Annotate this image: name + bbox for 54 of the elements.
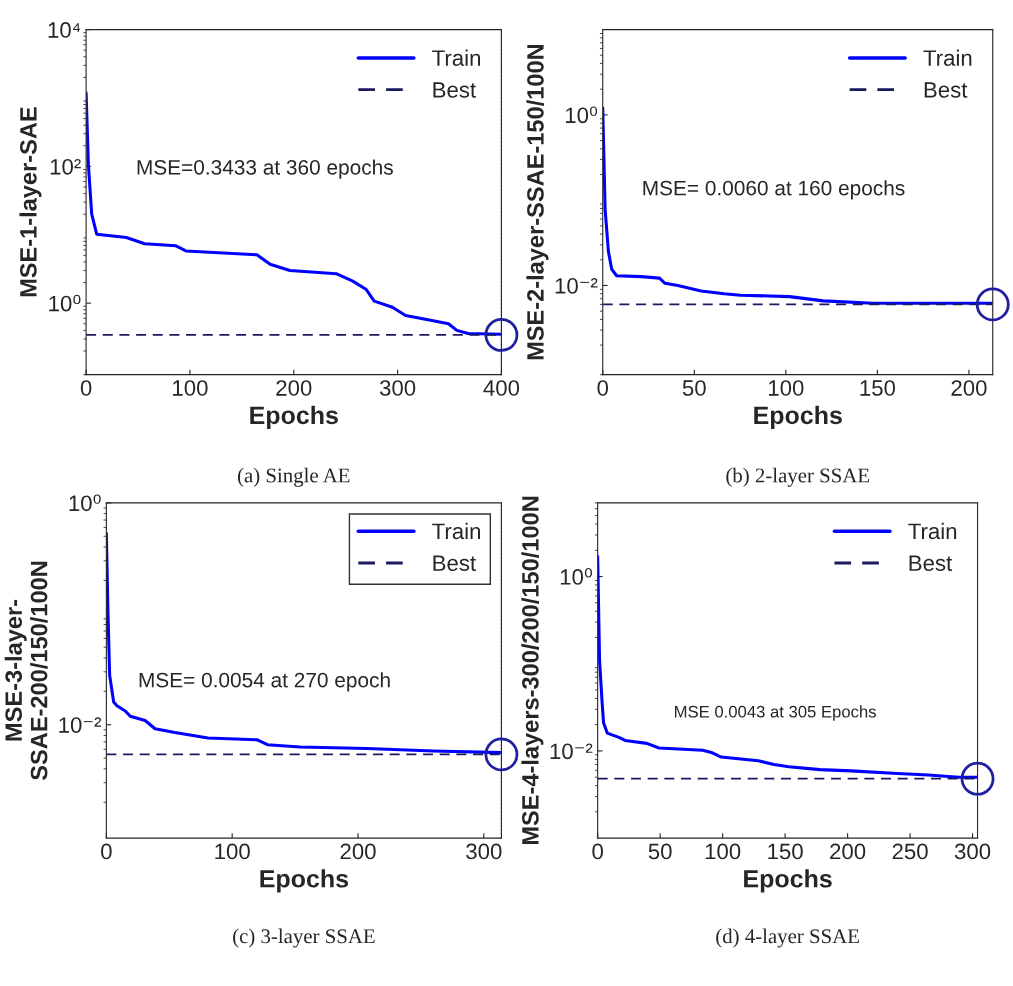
x-tick-label: 50 — [682, 380, 706, 396]
legend-label: Best — [909, 555, 953, 572]
text: (d) 4-layer SSAE — [716, 928, 859, 948]
y-tick-label: 10⁰ — [560, 568, 593, 585]
x-tick-label: 0 — [80, 380, 92, 396]
legend-label: Best — [433, 82, 476, 98]
annotation: MSE= 0.0054 at 270 epoch — [139, 672, 390, 692]
y-tick-label: 10⁻² — [550, 743, 593, 760]
legend-label: Best — [924, 82, 968, 98]
x-tick-label: 100 — [173, 380, 208, 396]
x-tick-label: 400 — [483, 380, 520, 396]
y-tick-label: 10⁻² — [555, 278, 598, 294]
x-tick-label: 100 — [768, 380, 804, 396]
y-tick-label: 10⁻² — [59, 717, 102, 733]
legend-label: Best — [433, 555, 476, 572]
y-tick-label: 10⁰ — [565, 106, 598, 124]
x-tick-label: 300 — [379, 380, 416, 396]
y-axis-title: MSE-3-layer- SSAE-200/150/100N — [4, 561, 48, 781]
text: (b) 2-layer SSAE — [726, 467, 870, 487]
x-tick-label: 200 — [340, 843, 376, 860]
x-tick-label: 250 — [892, 843, 928, 860]
x-tick-label: 150 — [860, 380, 896, 396]
x-tick-label: 0 — [592, 843, 603, 860]
text: (c) 3-layer SSAE — [233, 928, 375, 948]
x-tick-label: 300 — [954, 843, 991, 860]
annotation: MSE 0.0043 at 305 Epochs — [675, 705, 876, 721]
legend-label: Train — [923, 49, 972, 66]
x-tick-label: 100 — [705, 843, 741, 860]
y-tick-label: 10² — [50, 158, 81, 175]
x-tick-label: 300 — [466, 843, 502, 860]
annotation: MSE=0.3433 at 360 epochs — [137, 159, 393, 179]
y-tick-label: 10⁴ — [48, 22, 81, 38]
x-axis-title: Epochs — [260, 869, 349, 893]
legend-label: Train — [432, 522, 480, 540]
x-tick-label: 200 — [951, 380, 987, 396]
y-axis-title: MSE-1-layer-SAE — [19, 107, 42, 297]
x-tick-label: 0 — [597, 380, 609, 396]
x-axis-title: Epochs — [250, 405, 338, 430]
annotation: MSE= 0.0060 at 160 epochs — [643, 180, 905, 200]
y-tick-label: 10⁰ — [49, 294, 81, 312]
text: (a) Single AE — [237, 467, 350, 487]
x-tick-label: 50 — [648, 843, 672, 860]
x-tick-label: 150 — [768, 843, 803, 860]
x-tick-label: 100 — [215, 843, 250, 860]
legend-label: Train — [908, 522, 957, 540]
y-axis-title: MSE-4-layers-300/200/150/100N — [521, 496, 544, 845]
y-axis-title: MSE-2-layer-SSAE-150/100N — [526, 44, 549, 360]
x-tick-label: 200 — [830, 843, 866, 860]
x-axis-title: Epochs — [744, 869, 832, 893]
legend-label: Train — [432, 49, 480, 66]
y-tick-label: 10⁰ — [69, 494, 101, 512]
x-axis-title: Epochs — [754, 405, 842, 430]
x-tick-label: 0 — [101, 843, 112, 860]
x-tick-label: 200 — [276, 380, 312, 396]
